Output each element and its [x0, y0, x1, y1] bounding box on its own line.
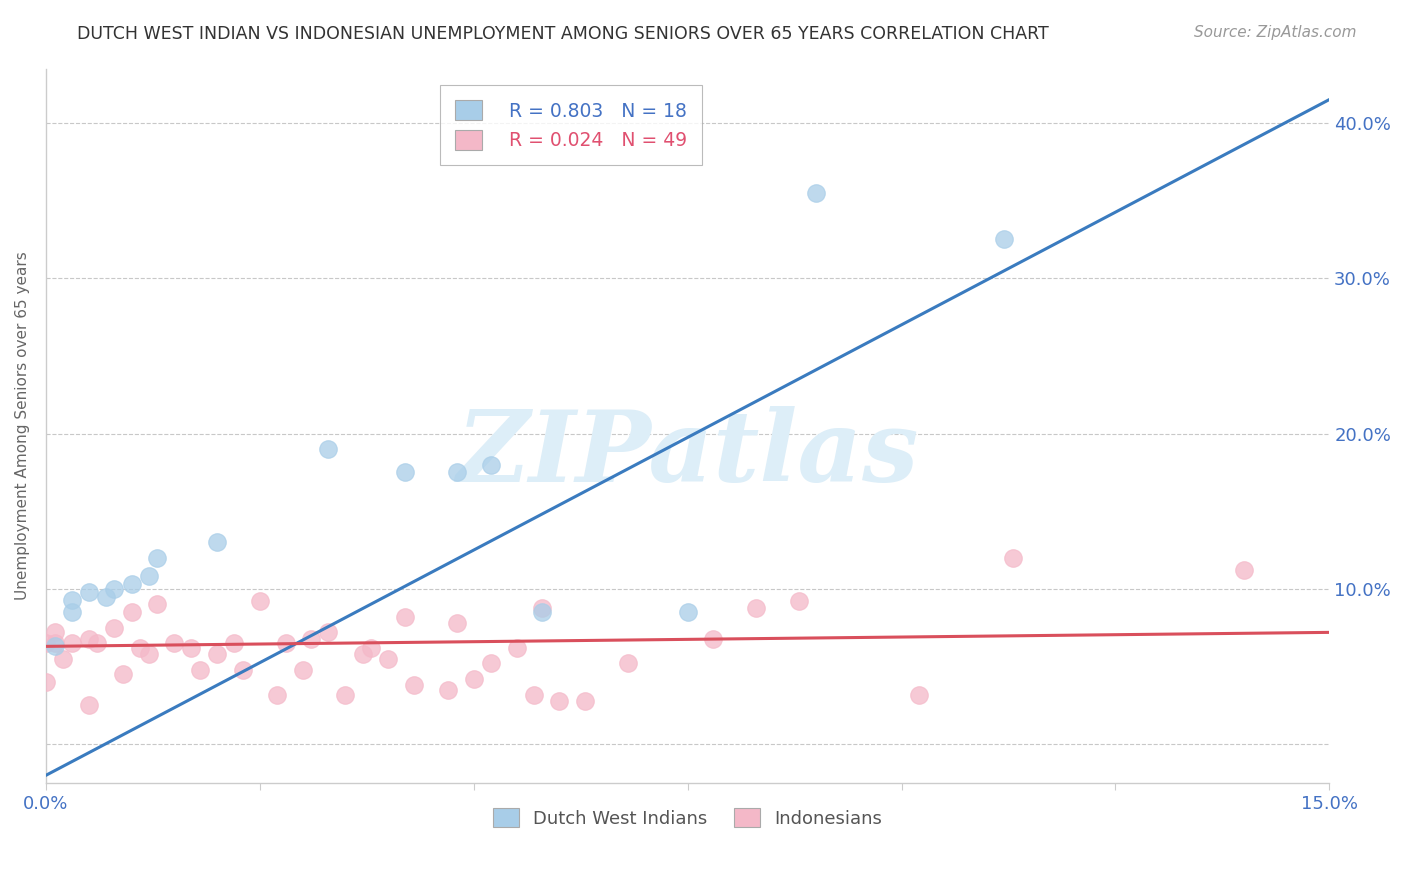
Point — [121, 577, 143, 591]
Point — [352, 647, 374, 661]
Point — [129, 640, 152, 655]
Point — [479, 458, 502, 472]
Point — [103, 621, 125, 635]
Point — [394, 466, 416, 480]
Point — [44, 640, 66, 654]
Point — [1233, 563, 1256, 577]
Point — [274, 636, 297, 650]
Point — [479, 657, 502, 671]
Point — [60, 636, 83, 650]
Point — [548, 694, 571, 708]
Point — [291, 663, 314, 677]
Point — [205, 647, 228, 661]
Point — [402, 678, 425, 692]
Point — [146, 550, 169, 565]
Point — [745, 600, 768, 615]
Text: ZIPatlas: ZIPatlas — [457, 406, 918, 502]
Point — [531, 600, 554, 615]
Point — [60, 605, 83, 619]
Point — [676, 605, 699, 619]
Point — [146, 598, 169, 612]
Point — [523, 688, 546, 702]
Point — [446, 466, 468, 480]
Point — [446, 615, 468, 630]
Point — [787, 594, 810, 608]
Point — [44, 636, 66, 650]
Point — [232, 663, 254, 677]
Point — [804, 186, 827, 200]
Point — [316, 625, 339, 640]
Point — [180, 640, 202, 655]
Point — [163, 636, 186, 650]
Point — [377, 652, 399, 666]
Point — [505, 640, 527, 655]
Text: DUTCH WEST INDIAN VS INDONESIAN UNEMPLOYMENT AMONG SENIORS OVER 65 YEARS CORRELA: DUTCH WEST INDIAN VS INDONESIAN UNEMPLOY… — [77, 25, 1049, 43]
Point — [531, 605, 554, 619]
Point — [52, 652, 75, 666]
Point — [574, 694, 596, 708]
Point — [35, 675, 58, 690]
Point — [44, 625, 66, 640]
Point — [360, 640, 382, 655]
Point — [188, 663, 211, 677]
Point — [77, 585, 100, 599]
Point — [437, 682, 460, 697]
Point — [121, 605, 143, 619]
Y-axis label: Unemployment Among Seniors over 65 years: Unemployment Among Seniors over 65 years — [15, 252, 30, 600]
Point — [111, 667, 134, 681]
Point — [266, 688, 288, 702]
Point — [35, 636, 58, 650]
Point — [138, 647, 160, 661]
Point — [224, 636, 246, 650]
Point — [702, 632, 724, 646]
Point — [94, 590, 117, 604]
Point — [299, 632, 322, 646]
Point — [138, 569, 160, 583]
Point — [616, 657, 638, 671]
Point — [77, 632, 100, 646]
Point — [463, 672, 485, 686]
Legend: Dutch West Indians, Indonesians: Dutch West Indians, Indonesians — [486, 800, 889, 835]
Point — [335, 688, 357, 702]
Point — [205, 535, 228, 549]
Point — [86, 636, 108, 650]
Point — [993, 232, 1015, 246]
Point — [103, 582, 125, 596]
Point — [394, 610, 416, 624]
Point — [77, 698, 100, 713]
Point — [60, 592, 83, 607]
Point — [907, 688, 929, 702]
Point — [1001, 550, 1024, 565]
Text: Source: ZipAtlas.com: Source: ZipAtlas.com — [1194, 25, 1357, 40]
Point — [249, 594, 271, 608]
Point — [316, 442, 339, 456]
